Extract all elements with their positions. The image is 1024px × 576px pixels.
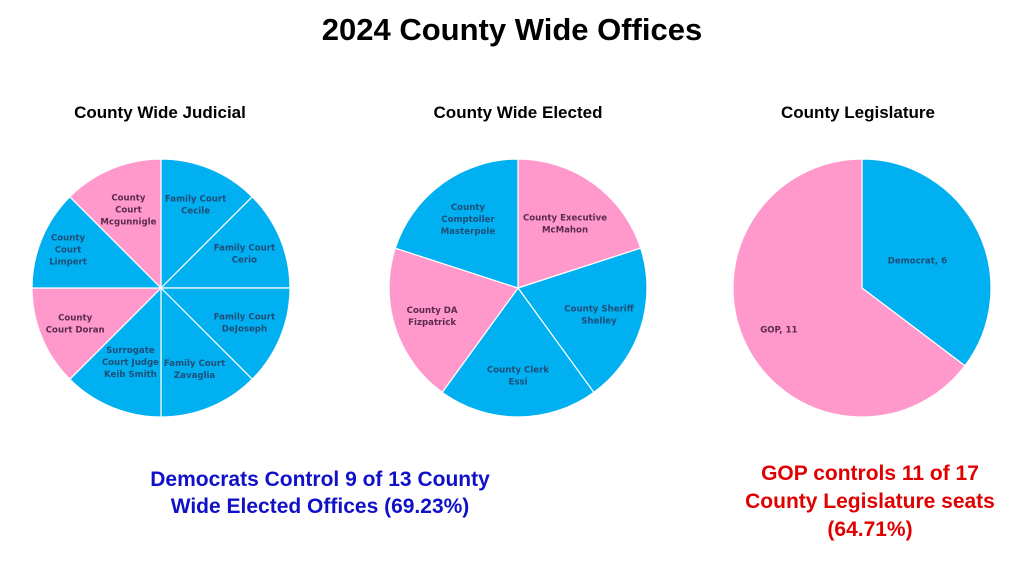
pie-slice <box>160 158 254 290</box>
pie-slice <box>31 287 163 381</box>
slice-label: County Court Limpert <box>49 233 87 267</box>
slice-label-line: Court <box>55 245 82 255</box>
pie-slice <box>31 195 163 289</box>
slice-label-line: Court <box>115 205 142 215</box>
pie-elected: County Executive McMahon County Sheriff She… <box>388 158 648 418</box>
slice-label-line: Democrat, 6 <box>888 256 947 266</box>
slice-label-line: County Executive <box>523 213 607 223</box>
slice-label-line: Keib Smith <box>104 370 157 380</box>
slice-label-line: Essi <box>508 378 527 388</box>
slice-label: GOP, 11 <box>760 325 797 335</box>
slice-label-line: County Sheriff <box>564 304 634 314</box>
slice-label: County Court Doran <box>46 314 105 336</box>
slice-label: County Court Mcgunnigle <box>100 193 156 227</box>
pie-slice <box>160 286 254 418</box>
slice-label-line: County <box>451 203 486 213</box>
slice-label-line: Zavaglia <box>174 371 215 381</box>
slice-label: County DA Fizpatrick <box>407 306 458 328</box>
slice-label: County Executive McMahon <box>523 213 607 235</box>
slice-label: County Sheriff Shelley <box>564 304 634 326</box>
slice-label-line: Shelley <box>581 316 617 326</box>
pie-slice <box>388 247 519 394</box>
pie-slice <box>441 286 595 418</box>
summary-gop-line-3: (64.71%) <box>827 518 913 541</box>
pie-slice <box>68 158 162 290</box>
slice-label-line: Comptoller <box>441 215 495 225</box>
slice-label-line: McMahon <box>542 225 588 235</box>
slice-label-line: DeJoseph <box>222 325 267 335</box>
summary-democrats-line-2: Wide Elected Offices (69.23%) <box>170 495 470 518</box>
summary-democrats: Democrats Control 9 of 13 County Wide El… <box>120 466 520 520</box>
slice-label-line: Family Court <box>165 195 226 205</box>
summary-gop-line-1: GOP controls 11 of 17 <box>761 462 979 485</box>
slice-label-line: Surrogate <box>106 346 155 356</box>
slice-label-line: County <box>111 193 146 203</box>
slice-label-line: Masterpole <box>441 227 496 237</box>
slice-label: County Comptoller Masterpole <box>441 203 496 237</box>
slice-label: Democrat, 6 <box>888 256 947 266</box>
pie-slice <box>517 158 642 289</box>
chart-title-judicial: County Wide Judicial <box>74 103 246 122</box>
pie-slice <box>394 158 519 289</box>
pie-legislature: Democrat, 6 GOP, 11 <box>732 158 992 418</box>
slice-label-line: Family Court <box>214 243 275 253</box>
chart-title-legislature: County Legislature <box>781 103 935 122</box>
summary-gop-line-2: County Legislature seats <box>745 490 995 513</box>
slice-label-line: Family Court <box>214 313 275 323</box>
slice-label-line: Court Judge <box>102 358 159 368</box>
pie-slice <box>159 195 291 289</box>
slice-label: Family Court Zavaglia <box>164 359 225 381</box>
slice-label: Surrogate Court Judge Keib Smith <box>102 346 159 380</box>
slice-label-line: GOP, 11 <box>760 325 797 335</box>
summary-democrats-line-1: Democrats Control 9 of 13 County <box>150 468 490 491</box>
summary-gop: GOP controls 11 of 17 County Legislature… <box>720 460 1020 544</box>
page-title: 2024 County Wide Offices <box>321 12 703 47</box>
slice-label-line: Cerio <box>232 255 257 265</box>
slice-label-line: County Clerk <box>487 366 549 376</box>
slice-label-line: County DA <box>407 306 458 316</box>
pie-slice <box>159 287 291 381</box>
pie-slice <box>861 158 992 367</box>
slice-label-line: Fizpatrick <box>408 318 456 328</box>
slice-label-line: Limpert <box>49 257 87 267</box>
slice-label-line: County <box>51 233 86 243</box>
slice-label: County Clerk Essi <box>487 366 549 388</box>
pie-slice <box>517 247 648 394</box>
slice-label-line: Family Court <box>164 359 225 369</box>
slice-label-line: Court Doran <box>46 326 105 336</box>
pie-slice <box>68 286 162 418</box>
slice-label-line: County <box>58 314 93 324</box>
slice-label-line: Mcgunnigle <box>100 217 156 227</box>
slice-label-line: Cecile <box>181 207 210 217</box>
chart-title-elected: County Wide Elected <box>433 103 603 122</box>
slice-label: Family Court Cecile <box>165 195 226 217</box>
slice-label: Family Court DeJoseph <box>214 313 275 335</box>
slice-label: Family Court Cerio <box>214 243 275 265</box>
pie-slice <box>732 158 966 418</box>
